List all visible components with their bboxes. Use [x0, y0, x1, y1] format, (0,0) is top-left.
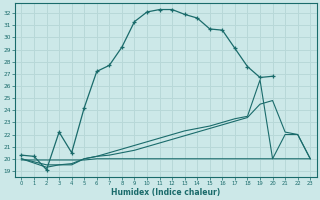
- X-axis label: Humidex (Indice chaleur): Humidex (Indice chaleur): [111, 188, 220, 197]
